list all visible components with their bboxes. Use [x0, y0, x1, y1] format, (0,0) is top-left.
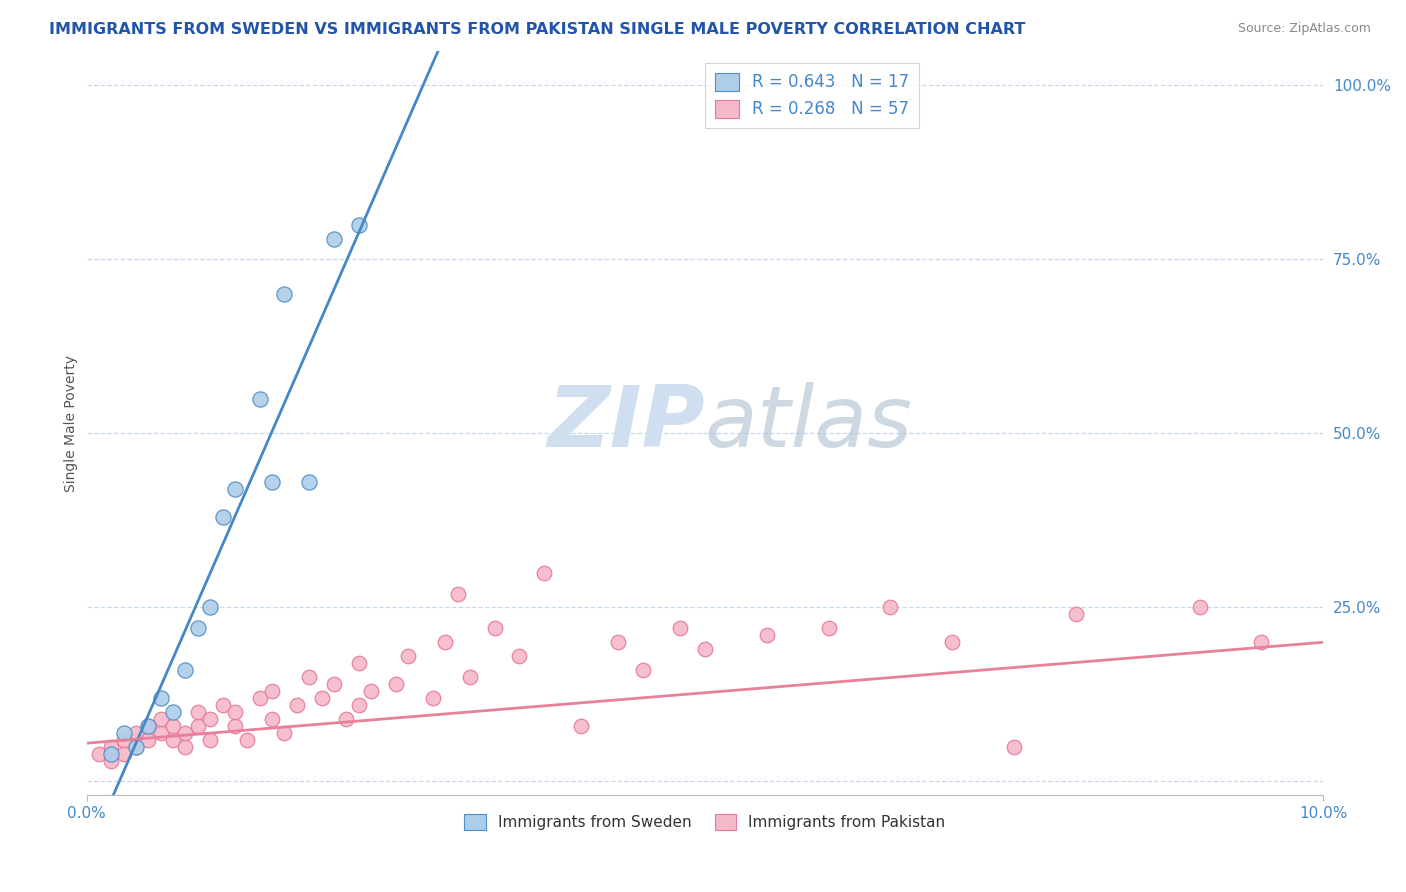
Point: [298, 670, 321, 684]
Text: ZIP: ZIP: [547, 382, 704, 465]
Point: [236, 732, 259, 747]
Point: [162, 719, 184, 733]
Point: [125, 725, 148, 739]
Point: [347, 698, 370, 712]
Point: [1250, 635, 1272, 649]
Point: [285, 698, 308, 712]
Point: [569, 719, 592, 733]
Y-axis label: Single Male Poverty: Single Male Poverty: [65, 354, 79, 491]
Text: atlas: atlas: [704, 382, 912, 465]
Text: IMMIGRANTS FROM SWEDEN VS IMMIGRANTS FROM PAKISTAN SINGLE MALE POVERTY CORRELATI: IMMIGRANTS FROM SWEDEN VS IMMIGRANTS FRO…: [49, 22, 1025, 37]
Text: Source: ZipAtlas.com: Source: ZipAtlas.com: [1237, 22, 1371, 36]
Point: [396, 649, 419, 664]
Point: [149, 712, 172, 726]
Point: [484, 621, 506, 635]
Point: [211, 510, 233, 524]
Point: [125, 739, 148, 754]
Point: [112, 732, 135, 747]
Point: [100, 754, 122, 768]
Point: [138, 719, 160, 733]
Point: [1002, 739, 1025, 754]
Point: [200, 732, 222, 747]
Point: [249, 690, 271, 705]
Point: [87, 747, 110, 761]
Point: [162, 732, 184, 747]
Point: [211, 698, 233, 712]
Point: [174, 725, 197, 739]
Point: [260, 684, 283, 698]
Point: [669, 621, 692, 635]
Point: [335, 712, 357, 726]
Point: [347, 656, 370, 670]
Point: [360, 684, 382, 698]
Point: [693, 642, 716, 657]
Point: [224, 705, 246, 719]
Point: [112, 725, 135, 739]
Point: [508, 649, 530, 664]
Point: [273, 287, 295, 301]
Point: [100, 747, 122, 761]
Point: [224, 719, 246, 733]
Point: [260, 475, 283, 490]
Point: [174, 739, 197, 754]
Point: [817, 621, 839, 635]
Point: [249, 392, 271, 406]
Point: [149, 690, 172, 705]
Point: [458, 670, 481, 684]
Point: [187, 719, 209, 733]
Point: [200, 712, 222, 726]
Point: [224, 482, 246, 496]
Point: [384, 677, 406, 691]
Point: [1064, 607, 1087, 622]
Point: [174, 663, 197, 677]
Point: [125, 739, 148, 754]
Legend: Immigrants from Sweden, Immigrants from Pakistan: Immigrants from Sweden, Immigrants from …: [458, 808, 952, 836]
Point: [200, 600, 222, 615]
Point: [322, 677, 344, 691]
Point: [1188, 600, 1211, 615]
Point: [755, 628, 778, 642]
Point: [162, 705, 184, 719]
Point: [941, 635, 963, 649]
Point: [322, 231, 344, 245]
Point: [187, 705, 209, 719]
Point: [112, 747, 135, 761]
Point: [434, 635, 457, 649]
Point: [187, 621, 209, 635]
Point: [149, 725, 172, 739]
Point: [100, 739, 122, 754]
Point: [422, 690, 444, 705]
Point: [879, 600, 901, 615]
Point: [311, 690, 333, 705]
Point: [533, 566, 555, 580]
Point: [260, 712, 283, 726]
Point: [631, 663, 654, 677]
Point: [446, 586, 468, 600]
Point: [298, 475, 321, 490]
Point: [347, 218, 370, 232]
Point: [138, 732, 160, 747]
Point: [138, 719, 160, 733]
Point: [273, 725, 295, 739]
Point: [607, 635, 630, 649]
